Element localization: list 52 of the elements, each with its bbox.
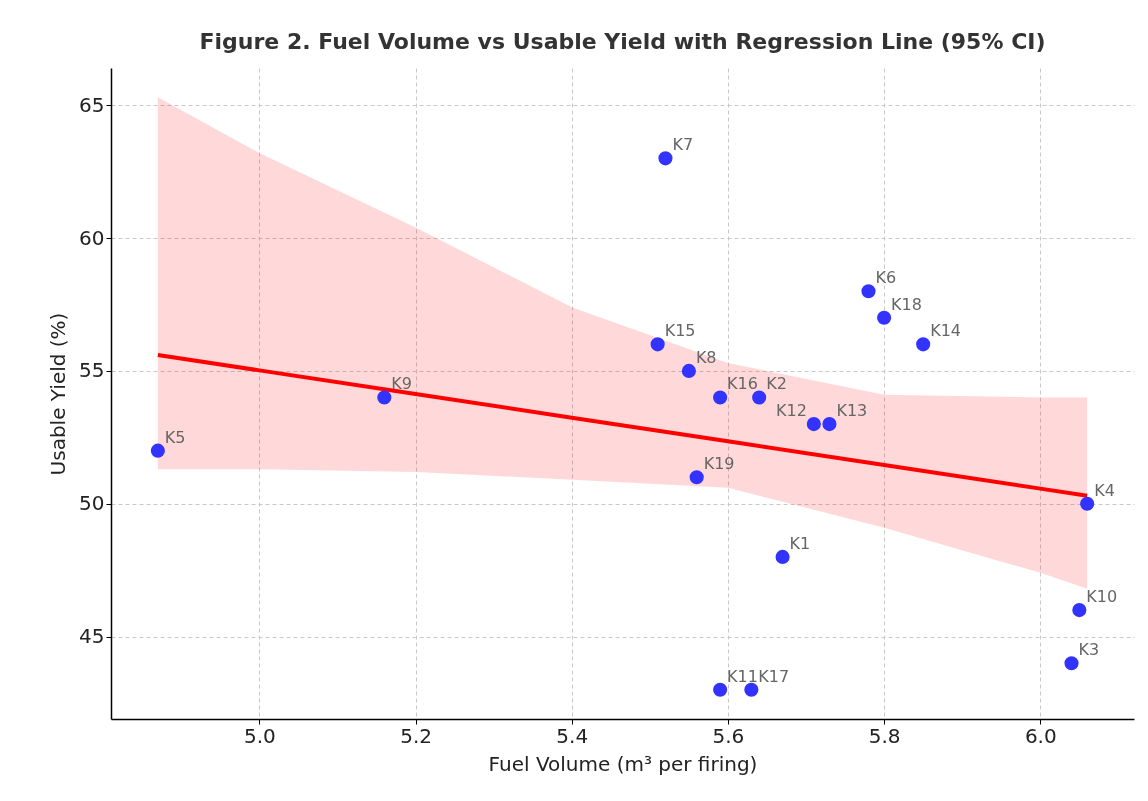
x-tick-label: 5.8	[868, 723, 901, 748]
point	[1064, 656, 1079, 671]
point	[752, 390, 767, 405]
annotation: K13	[836, 401, 868, 421]
point	[861, 284, 876, 299]
annotation: K2	[766, 374, 787, 394]
x-axis-title: Fuel Volume (m³ per firing)	[488, 751, 758, 776]
annotation: K17	[758, 666, 790, 686]
point	[713, 682, 728, 697]
y-tick-label: 55	[79, 358, 105, 383]
point	[689, 470, 704, 485]
point	[377, 390, 392, 405]
annotation: K11	[727, 666, 758, 686]
annotation: K18	[891, 294, 922, 314]
y-tick-label: 60	[79, 225, 105, 250]
point	[916, 337, 931, 352]
point	[744, 682, 759, 697]
point	[822, 417, 837, 432]
point	[681, 363, 696, 378]
annotation: K12	[775, 401, 807, 421]
annotation: K9	[391, 374, 412, 394]
point	[806, 417, 821, 432]
point	[1080, 496, 1095, 511]
annotation: K8	[695, 347, 717, 367]
point	[650, 337, 665, 352]
point	[877, 310, 892, 325]
annotation: K15	[664, 321, 696, 341]
y-tick-label: 65	[79, 92, 105, 117]
point	[150, 443, 165, 458]
point	[775, 549, 790, 564]
point	[1072, 603, 1087, 618]
annotation: K10	[1086, 587, 1118, 607]
annotation: K7	[672, 135, 694, 155]
x-tick-label: 5.6	[712, 723, 745, 748]
chart-title: Figure 2. Fuel Volume vs Usable Yield with Regression Line (95% CI)	[199, 29, 1046, 54]
annotation: K6	[875, 268, 897, 288]
x-tick-label: 5.2	[400, 723, 432, 748]
point	[713, 390, 728, 405]
annotation: K1	[789, 533, 811, 553]
y-axis-title: Usable Yield (%)	[46, 312, 71, 476]
annotation: K19	[703, 454, 735, 474]
y-tick-label: 45	[79, 624, 105, 649]
annotation: K16	[727, 374, 758, 394]
y-tick-label: 50	[79, 491, 105, 516]
annotation: K14	[930, 321, 962, 341]
annotation: K3	[1078, 640, 1100, 660]
x-tick-label: 5.4	[556, 723, 589, 748]
annotation: K5	[164, 427, 186, 447]
x-tick-label: 6.0	[1024, 723, 1057, 748]
x-tick-label: 5.0	[243, 723, 276, 748]
annotation: K4	[1094, 480, 1115, 500]
point	[658, 151, 673, 166]
